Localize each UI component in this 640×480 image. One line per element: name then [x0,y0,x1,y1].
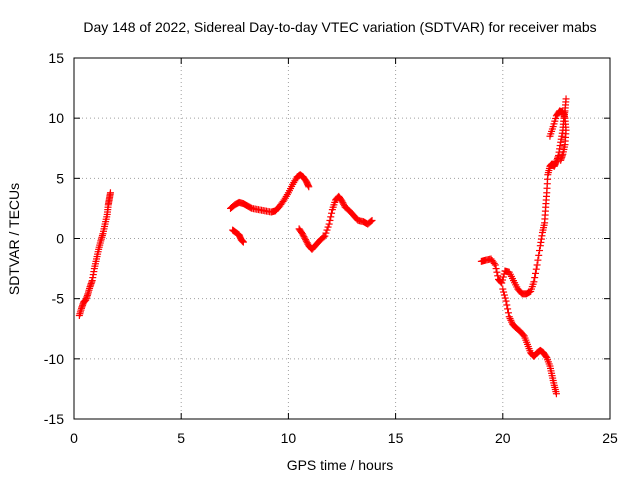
x-tick-label: 25 [602,430,618,446]
x-axis-label: GPS time / hours [287,457,394,473]
data-point [338,197,346,205]
data-point [499,276,507,284]
data-point [530,278,538,286]
grid-lines [74,58,610,419]
data-point [320,233,328,241]
y-tick-label: 10 [48,110,64,126]
data-point [536,247,544,255]
data-point [340,200,348,208]
series-arc-3 [229,226,247,246]
data-point [502,297,510,305]
series-arc-1 [75,189,114,320]
y-tick-label: -5 [52,291,65,307]
data-point [499,285,507,293]
data-point [106,189,114,197]
data-point [302,237,310,245]
data-point [503,301,511,309]
chart-title: Day 148 of 2022, Sidereal Day-to-day VTE… [83,19,596,35]
data-point [301,234,309,242]
data-point [501,294,509,302]
data-point [305,183,313,191]
x-tick-label: 10 [281,430,297,446]
data-point [562,95,570,103]
plot-frame [73,57,611,420]
y-axis-label: SDTVAR / TECUs [6,183,22,295]
data-point [552,390,560,398]
data-points [75,95,570,398]
data-point [492,265,500,273]
data-point [321,232,329,240]
data-point [302,236,310,244]
data-point [328,209,336,217]
data-point [498,279,506,287]
data-point [323,226,331,234]
data-point [339,199,347,207]
series-arc-4 [295,192,376,253]
data-point [303,239,311,247]
data-point [500,291,508,299]
x-tick-label: 15 [388,430,404,446]
x-tick-label: 5 [177,430,185,446]
data-point [531,269,539,277]
data-point [490,259,498,267]
y-tick-label: 15 [48,50,64,66]
data-point [532,265,540,273]
data-point [533,261,541,269]
y-tick-label: -15 [44,411,64,427]
data-point [491,261,499,269]
data-point [368,216,376,224]
data-point [504,305,512,313]
data-point [535,251,543,259]
series-arc-5 [477,95,570,298]
x-tick-label: 20 [495,430,511,446]
tick-labels: 0 5 10 15 20 25 -15 -10 -5 0 5 10 15 [44,50,618,446]
data-point [326,216,334,224]
data-point [534,256,542,264]
series-arc-6 [499,285,560,398]
data-point [239,238,247,246]
data-point [327,213,335,221]
data-point [499,273,507,281]
data-point [493,268,501,276]
series-arc-7 [546,107,570,164]
x-tick-label: 0 [70,430,78,446]
data-point [494,272,502,280]
data-point [542,352,550,360]
data-point [324,223,332,231]
y-tick-label: 5 [56,170,64,186]
data-point [531,274,539,282]
data-point [298,230,306,238]
data-point [322,229,330,237]
y-tick-label: 0 [56,231,64,247]
data-point [504,309,512,317]
data-point [557,156,565,164]
y-tick-label: -10 [44,351,64,367]
data-point [367,217,375,225]
data-point [325,220,333,228]
data-point [500,288,508,296]
data-point [300,233,308,241]
series-arc-2 [227,171,313,216]
data-point [299,231,307,239]
